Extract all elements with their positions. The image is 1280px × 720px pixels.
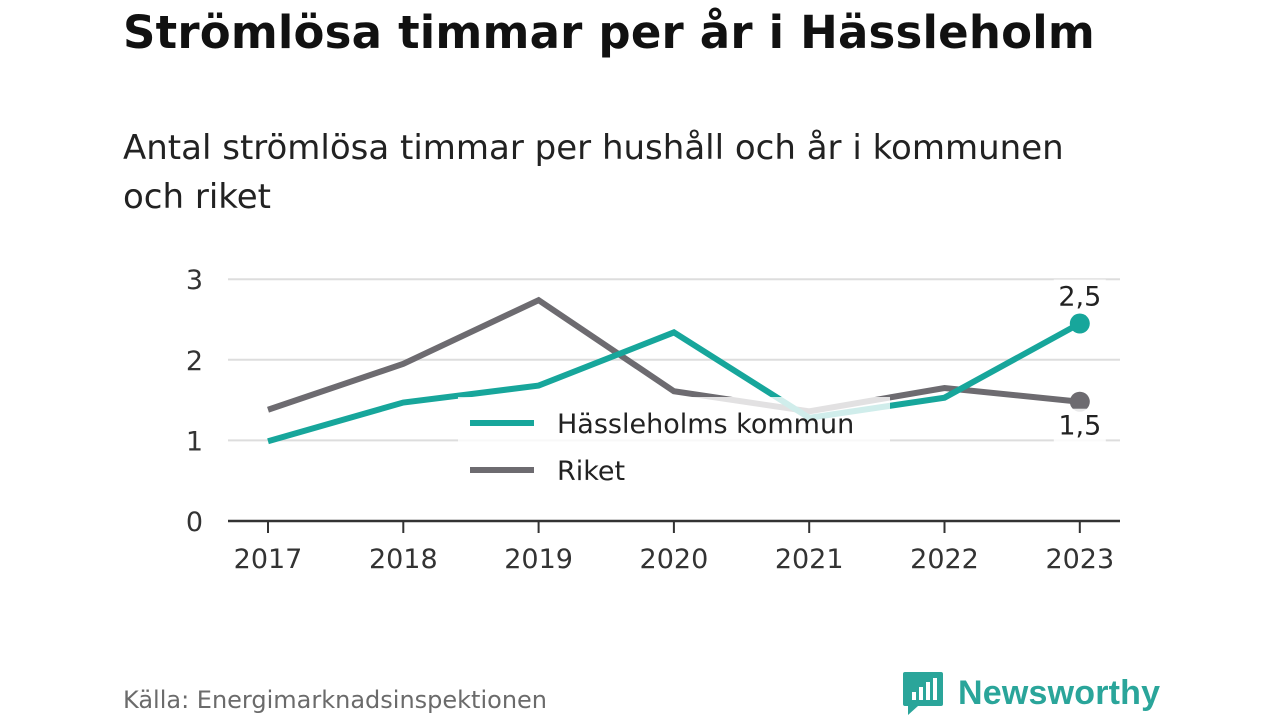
- series-end-point-hassleholm: [1069, 313, 1090, 334]
- series-line-riket: [267, 296, 1081, 415]
- y-tick-label: 2: [186, 346, 203, 377]
- end-label-background: [1053, 408, 1106, 443]
- legend: Hässleholms kommun Riket: [458, 397, 890, 491]
- brand-logo: Newsworthy: [902, 670, 1160, 716]
- x-tick-label: 2020: [640, 544, 709, 575]
- legend-label: Riket: [557, 456, 625, 487]
- end-value-label: 1,5: [1058, 411, 1101, 442]
- axis-layer: 0 1 2 3 2017 2018 2019 2020 2021 2022 2023: [186, 265, 1120, 575]
- series-end-point-riket: [1069, 391, 1090, 412]
- end-labels: 2,5 1,5: [1053, 279, 1106, 443]
- y-tick-label: 1: [186, 426, 203, 457]
- brand-name: Newsworthy: [958, 673, 1161, 712]
- end-label-background: [1053, 279, 1106, 314]
- chart-title: Strömlösa timmar per år i Hässleholm: [123, 6, 1095, 59]
- chart-subtitle: Antal strömlösa timmar per hushåll och å…: [123, 128, 1064, 217]
- x-tick-label: 2017: [234, 544, 303, 575]
- end-value-label: 2,5: [1058, 282, 1101, 313]
- series-layer: [267, 296, 1090, 445]
- legend-label: Hässleholms kommun: [557, 409, 854, 440]
- x-tick-label: 2018: [369, 544, 438, 575]
- x-tick-label: 2021: [775, 544, 844, 575]
- y-tick-label: 0: [186, 507, 203, 538]
- x-tick-label: 2022: [910, 544, 979, 575]
- source-note: Källa: Energimarknadsinspektionen: [123, 686, 548, 714]
- x-tick-label: 2023: [1045, 544, 1114, 575]
- x-tick-label: 2019: [504, 544, 573, 575]
- series-line-hassleholm: [267, 320, 1082, 445]
- bar-chart-speech-bubble-icon: [903, 672, 943, 715]
- y-tick-label: 3: [186, 265, 203, 296]
